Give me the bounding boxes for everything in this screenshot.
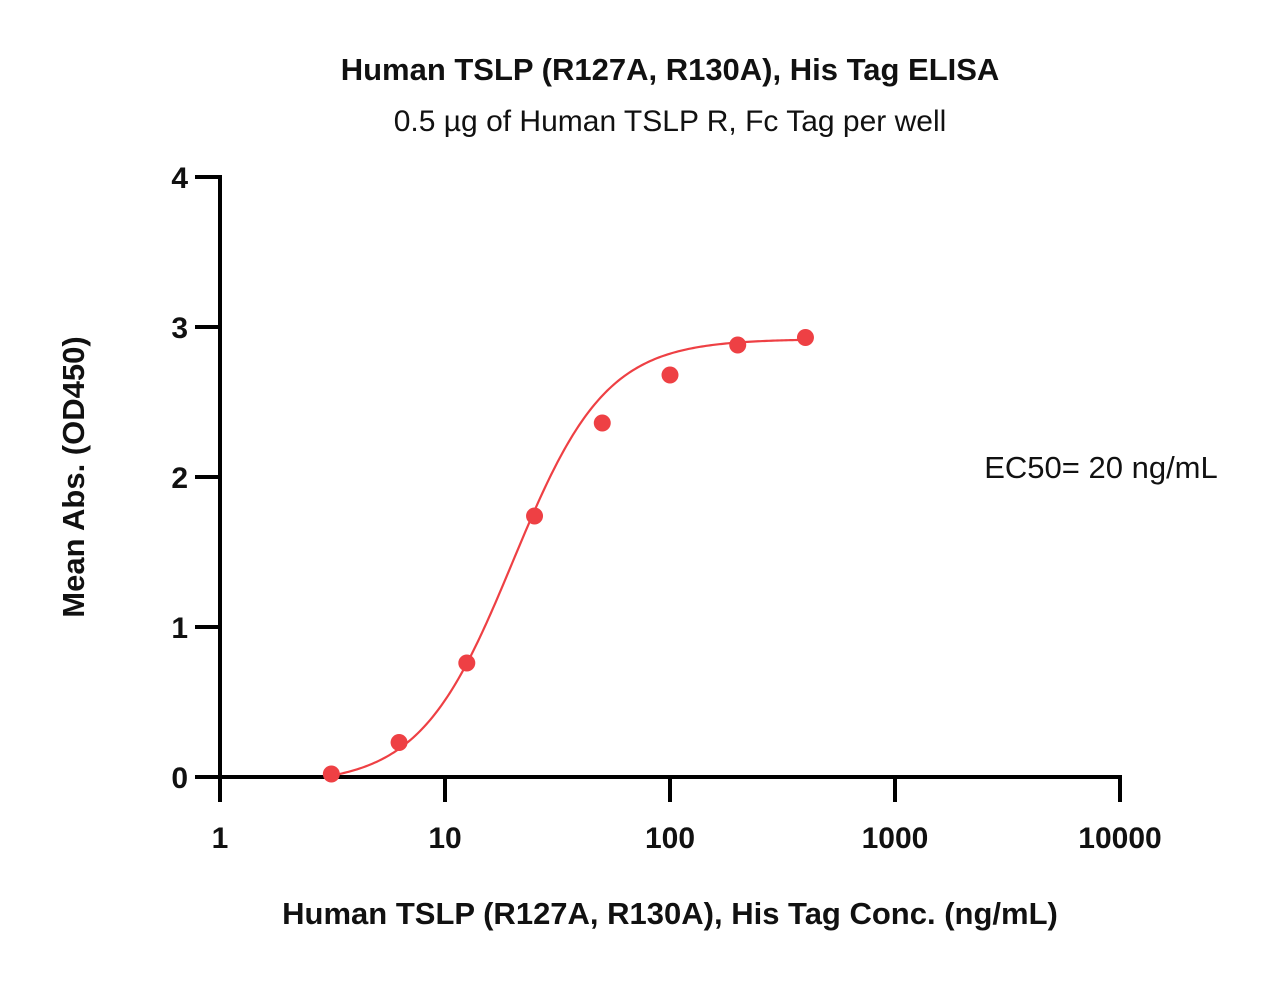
data-points [322, 329, 814, 783]
y-tick-label: 4 [171, 162, 188, 195]
y-tick-label: 0 [171, 762, 188, 795]
data-point [526, 507, 544, 525]
ec50-annotation: EC50= 20 ng/mL [984, 450, 1218, 485]
y-axis-label: Mean Abs. (OD450) [56, 336, 91, 617]
data-point [593, 414, 611, 432]
x-axis-label: Human TSLP (R127A, R130A), His Tag Conc.… [282, 896, 1058, 931]
data-point [322, 765, 340, 783]
data-point [390, 734, 408, 751]
data-point [661, 366, 679, 384]
x-tick-label: 10000 [1078, 822, 1161, 855]
y-tick-label: 1 [171, 612, 188, 645]
y-tick-label: 3 [171, 312, 188, 345]
chart-subtitle: 0.5 µg of Human TSLP R, Fc Tag per well [394, 105, 947, 138]
x-tick-label: 10 [428, 822, 461, 855]
chart-title: Human TSLP (R127A, R130A), His Tag ELISA [341, 52, 1000, 87]
y-tick-label: 2 [171, 462, 188, 495]
data-point [729, 336, 747, 354]
x-tick-label: 1000 [862, 822, 929, 855]
data-point [458, 654, 476, 672]
fit-curve [331, 338, 806, 777]
x-tick-label: 1 [212, 822, 229, 855]
x-tick-label: 100 [645, 822, 695, 855]
data-point [796, 329, 814, 346]
